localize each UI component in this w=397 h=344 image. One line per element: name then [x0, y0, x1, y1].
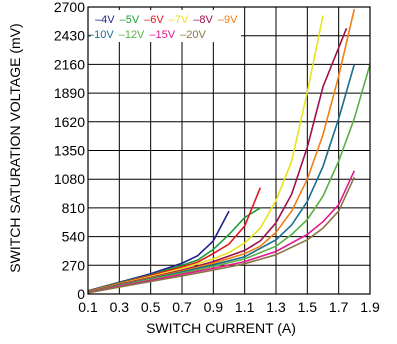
series-line	[87, 64, 371, 294]
legend-entry: –4V	[95, 14, 115, 26]
series-line	[87, 15, 324, 293]
x-tick-label: 0.7	[172, 299, 192, 315]
x-tick-label: 1.3	[266, 299, 286, 315]
series-line	[87, 176, 356, 294]
x-tick-labels: 0.1 0.3 0.5 0.7 0.9 1.1 1.3 1.5 1.7 1.9	[78, 299, 380, 315]
legend-entry: –5V	[120, 14, 140, 26]
legend-entry: –20V	[180, 29, 206, 41]
series-lines	[87, 8, 371, 294]
y-tick-labels: 0 270 540 810 1080 1350 1620 1890 2160 2430 2700	[54, 0, 85, 302]
legend-entry: –15V	[149, 29, 175, 41]
y-tick-label: 2430	[54, 28, 85, 44]
y-tick-label: 2160	[54, 56, 85, 72]
x-tick-label: 1.9	[360, 299, 380, 315]
y-tick-label: 810	[62, 200, 86, 216]
x-tick-label: 0.5	[141, 299, 161, 315]
series-line	[87, 170, 356, 294]
x-tick-label: 1.1	[235, 299, 255, 315]
legend-entry: –10V	[88, 29, 114, 41]
x-tick-label: 0.1	[78, 299, 98, 315]
y-tick-label: 1080	[54, 171, 85, 187]
y-tick-label: 270	[62, 257, 86, 273]
y-tick-label: 2700	[54, 0, 85, 15]
legend-entry: –9V	[218, 14, 238, 26]
y-tick-label: 1890	[54, 85, 85, 101]
x-tick-label: 1.5	[298, 299, 318, 315]
legend-entry: –8V	[193, 14, 213, 26]
y-tick-label: 0	[77, 286, 85, 302]
legend-entry: –7V	[169, 14, 189, 26]
legend-entry: –12V	[119, 29, 145, 41]
plot-frame	[87, 6, 371, 295]
x-tick-label: 1.7	[329, 299, 349, 315]
y-axis-title: SWITCH SATURATION VOLTAGE (mV)	[7, 23, 23, 272]
y-tick-label: 1350	[54, 143, 85, 159]
legend-entry: –6V	[144, 14, 164, 26]
y-tick-label: 1620	[54, 114, 85, 130]
y-tick-label: 540	[62, 229, 86, 245]
legend-background	[91, 10, 241, 42]
legend: –4V –5V –6V –7V –8V –9V –10V –12V –15V –20V	[88, 10, 241, 42]
x-tick-label: 0.9	[204, 299, 224, 315]
x-tick-label: 0.3	[110, 299, 130, 315]
x-axis-title: SWITCH CURRENT (A)	[146, 320, 296, 336]
